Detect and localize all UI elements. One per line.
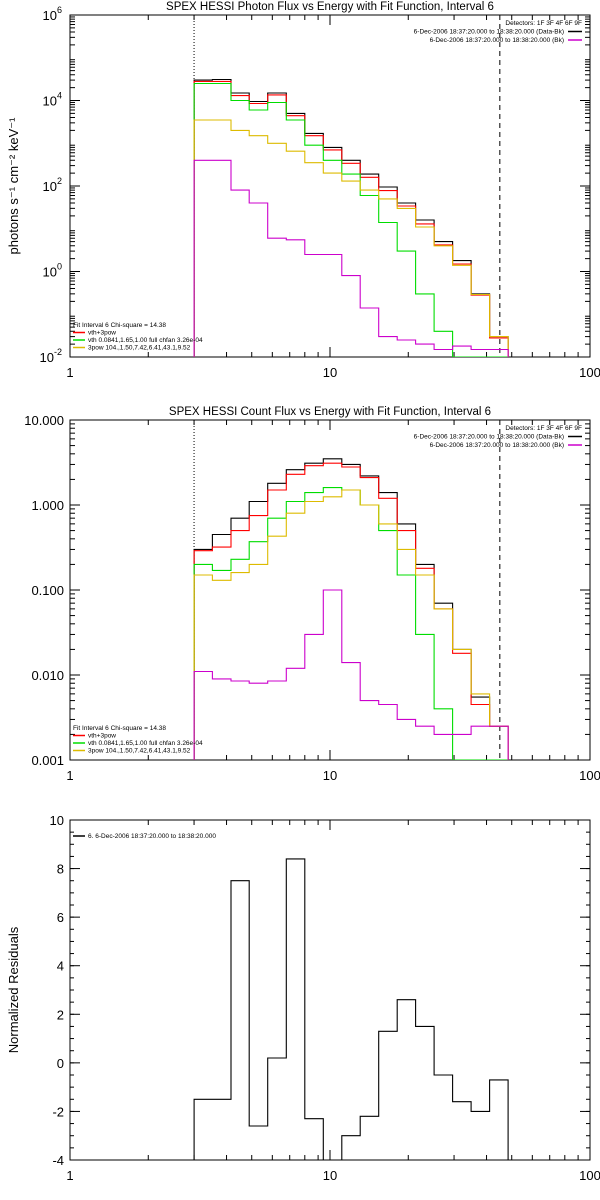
series-group (193, 458, 509, 760)
y-tick-label: 106 (43, 5, 62, 23)
legend-left-entry: vth 0.0841,1.65,1.00 full chfan 3.26e-04 (88, 337, 203, 344)
plot-frame (69, 14, 591, 358)
y-axis-label: Normalized Residuals (6, 926, 21, 1053)
y-tick-label: 104 (43, 91, 62, 109)
x-tick-label: 1 (66, 1168, 73, 1183)
series-residuals-line (193, 858, 509, 1160)
y-tick-label: 102 (43, 176, 62, 194)
y-tick-base: 10 (43, 94, 57, 109)
y-tick-label: 0 (57, 1056, 64, 1071)
x-tick-label: 100 (579, 768, 600, 783)
legend-right-entry: 6-Dec-2006 18:37:20.000 to 18:38:20.000 … (430, 37, 564, 44)
y-tick-exponent: 0 (57, 262, 62, 272)
x-tick-label: 100 (579, 1168, 600, 1183)
x-tick-label: 10 (323, 1168, 337, 1183)
series-group (193, 78, 509, 357)
y-tick-label: 0.100 (31, 583, 64, 598)
x-tick-label: 1 (66, 768, 73, 783)
chart-3: 1 10 100 -4 -2 0 2 4 6 8 10 Normalized Residuals 6. … (6, 813, 600, 1183)
legend-left-header: Fit Interval 6 Chi-square = 14.38 (73, 322, 166, 329)
series-vth-line (193, 82, 509, 357)
y-tick-label: 6 (57, 910, 64, 925)
legend-top-entry: 6. 6-Dec-2006 18:37:20.000 to 18:38:20.0… (88, 833, 216, 840)
legend-right-entry: 6-Dec-2006 18:37:20.000 to 18:38:20.000 … (414, 434, 564, 441)
legend-left-entry: 3pow 104.,1.50,7.42,6.41,43.1,9.52 (88, 345, 191, 352)
chart-2: SPEX HESSI Count Flux vs Energy with Fit… (24, 406, 600, 783)
legend-left-header: Fit Interval 6 Chi-square = 14.38 (73, 725, 166, 732)
legend-left-entry: vth+3pow (88, 330, 116, 337)
series-vth-line (193, 487, 509, 760)
y-tick-exponent: -2 (54, 347, 62, 357)
y-tick-label: 0.010 (31, 668, 64, 683)
y-tick-label: -4 (52, 1153, 64, 1168)
x-tick-label: 10 (323, 365, 337, 380)
series-bk-line (193, 589, 509, 760)
legend-left-entry: 3pow 104.,1.50,7.42,6.41,43.1,9.52 (88, 748, 191, 755)
plot-frame (69, 819, 591, 1161)
y-tick-label: 10 (50, 813, 64, 828)
chart-title: SPEX HESSI Count Flux vs Energy with Fit… (169, 406, 491, 418)
y-tick-label: 100 (43, 262, 62, 280)
y-tick-label: 10.000 (24, 413, 64, 428)
y-tick-exponent: 4 (57, 91, 62, 101)
series-3pow-line (193, 489, 509, 760)
series-3pow-line (193, 119, 509, 357)
y-tick-label: 1.000 (31, 498, 64, 513)
series-group (193, 858, 509, 1160)
x-tick-label: 100 (579, 365, 600, 380)
y-tick-label: 2 (57, 1007, 64, 1022)
y-tick-base: 10 (43, 265, 57, 280)
series-vth-3pow-line (193, 462, 509, 760)
legend-right-header: Detectors: 1F 3F 4F 6F 9F (505, 425, 582, 432)
y-tick-base: 10 (40, 350, 54, 365)
y-tick-exponent: 6 (57, 5, 62, 15)
y-tick-exponent: 2 (57, 176, 62, 186)
legend-right-entry: 6-Dec-2006 18:37:20.000 to 18:38:20.000 … (430, 442, 564, 449)
y-tick-label: 8 (57, 862, 64, 877)
series-data-bk-line (193, 458, 509, 760)
y-tick-label: 0.001 (31, 753, 64, 768)
x-tick-label: 10 (323, 768, 337, 783)
legend-left-entry: vth 0.0841,1.65,1.00 full chfan 3.26e-04 (88, 740, 203, 747)
y-tick-label: -2 (52, 1104, 64, 1119)
series-vth-3pow-line (193, 80, 509, 357)
y-tick-base: 10 (43, 8, 57, 23)
y-tick-base: 10 (43, 179, 57, 194)
x-tick-label: 1 (66, 365, 73, 380)
y-tick-label: 10-2 (40, 347, 62, 365)
legend-right-entry: 6-Dec-2006 18:37:20.000 to 18:38:20.000 … (414, 29, 564, 36)
legend-right-header: Detectors: 1F 3F 4F 6F 9F (505, 20, 582, 27)
y-axis-label: photons s⁻¹ cm⁻² keV⁻¹ (6, 117, 21, 255)
y-tick-label: 4 (57, 959, 64, 974)
series-bk-line (193, 159, 509, 357)
chart-1: SPEX HESSI Photon Flux vs Energy with Fi… (6, 1, 600, 380)
legend-left-entry: vth+3pow (88, 733, 116, 740)
chart-title: SPEX HESSI Photon Flux vs Energy with Fi… (166, 1, 494, 13)
series-data-bk-line (193, 78, 509, 357)
